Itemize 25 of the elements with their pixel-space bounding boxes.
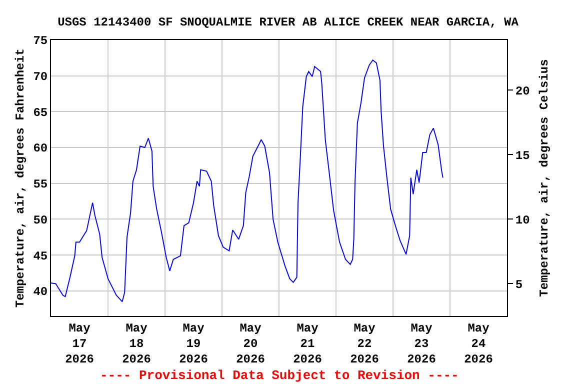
x-tick-label: May 21 2026 — [293, 321, 322, 367]
x-tick-label: May 19 2026 — [179, 321, 208, 367]
text: ---- Provisional Data Subject to Revision ---- — [100, 368, 459, 383]
y-tick-label: 65 — [33, 106, 48, 120]
line-series — [51, 60, 444, 302]
y-tick-label: 40 — [33, 285, 48, 300]
y-tick-label: 55 — [33, 178, 48, 192]
y2-tick-label: 15 — [515, 148, 530, 163]
y-tick-label: 70 — [33, 70, 48, 84]
chart-title: USGS 12143400 SF SNOQUALMIE RIVER AB ALICE CREEK NEAR GARCIA, WA — [58, 16, 520, 30]
y-axis-title: Temperature, air, degrees Fahrenheit — [13, 48, 28, 308]
y2-tick-label: 5 — [515, 278, 523, 292]
y-tick-label: 60 — [33, 142, 48, 156]
x-tick-label: May 24 2026 — [464, 321, 493, 367]
x-tick-label: May 22 2026 — [350, 321, 379, 367]
y-tick-label: 75 — [33, 34, 48, 48]
x-tick-label: May 17 2026 — [65, 321, 94, 367]
y-tick-label: 45 — [33, 249, 48, 264]
y2-tick-label: 20 — [515, 84, 530, 98]
x-tick-label: May 18 2026 — [122, 321, 151, 367]
x-tick-label: May 23 2026 — [407, 321, 436, 367]
x-tick-label: May 20 2026 — [236, 321, 265, 367]
y2-tick-label: 10 — [515, 213, 530, 228]
y-tick-label: 50 — [33, 213, 48, 228]
y2-axis-title: Temperature, air, degrees Celsius — [538, 59, 552, 297]
